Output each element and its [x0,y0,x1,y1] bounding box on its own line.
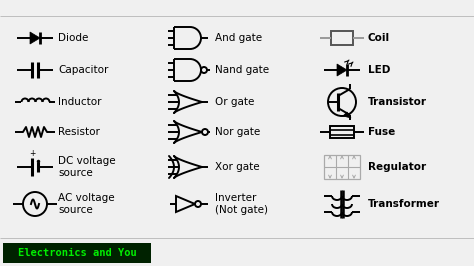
Text: Transistor: Transistor [368,97,427,107]
Text: Electronics and You: Electronics and You [18,248,137,258]
Bar [3,243,151,263]
Polygon shape [343,112,351,118]
Text: Or gate: Or gate [215,97,255,107]
Text: Transformer: Transformer [368,199,440,209]
Text: LED: LED [368,65,391,75]
Polygon shape [30,32,40,44]
Text: Diode: Diode [58,33,88,43]
Bar [331,31,353,45]
Text: +: + [29,149,35,158]
Circle shape [201,67,207,73]
Text: Coil: Coil [368,33,390,43]
Text: Inductor: Inductor [58,97,101,107]
Text: Xor gate: Xor gate [215,162,260,172]
Text: Fuse: Fuse [368,127,395,137]
Bar [324,155,360,179]
Polygon shape [337,64,347,76]
Circle shape [202,129,208,135]
Text: Nand gate: Nand gate [215,65,269,75]
Text: Inverter
(Not gate): Inverter (Not gate) [215,193,268,215]
Text: DC voltage
source: DC voltage source [58,156,116,178]
Bar [330,126,354,138]
Circle shape [195,201,201,207]
Text: And gate: And gate [215,33,262,43]
Text: Resistor: Resistor [58,127,100,137]
Text: Capacitor: Capacitor [58,65,109,75]
Text: Regulator: Regulator [368,162,426,172]
Text: Nor gate: Nor gate [215,127,260,137]
Text: AC voltage
source: AC voltage source [58,193,115,215]
